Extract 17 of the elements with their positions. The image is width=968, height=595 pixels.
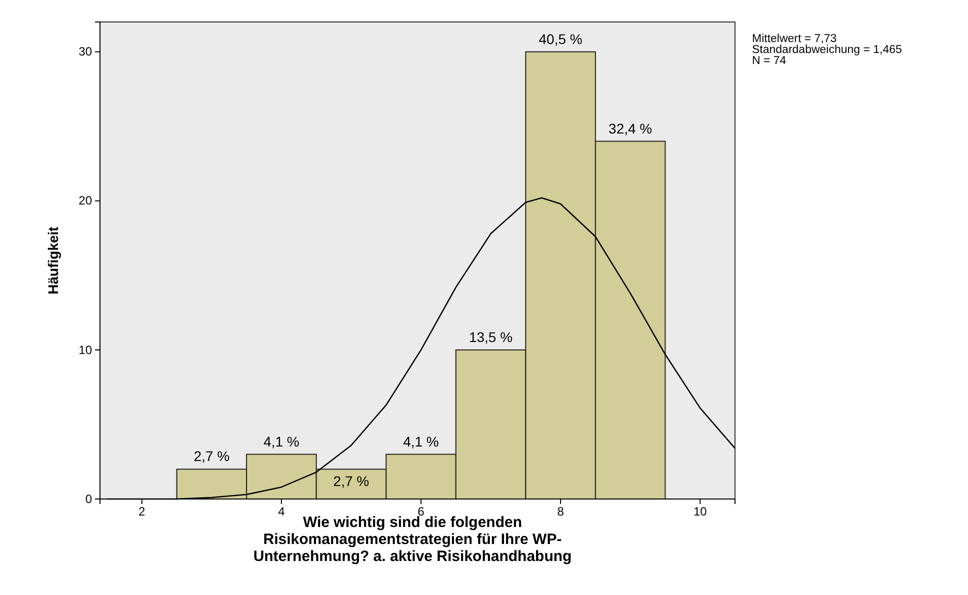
- x-tick-label: 4: [278, 504, 286, 519]
- y-axis-title: Häufigkeit: [45, 226, 61, 294]
- y-tick-label: 20: [78, 194, 92, 208]
- annotation: 40,5 %: [538, 30, 582, 47]
- text: Mittelwert = 7,73 Standardabweichung = 1,465 N = 74: [752, 33, 902, 67]
- annotation: 4,1 %: [403, 433, 439, 450]
- annotation: 32,4 %: [608, 120, 652, 136]
- x-tick-label: 10: [693, 504, 708, 519]
- annotation: 4,1 %: [264, 433, 300, 450]
- y-tick-label: 0: [85, 492, 92, 506]
- x-tick-label: 2: [138, 504, 146, 519]
- annotation: 13,5 %: [468, 328, 513, 345]
- y-tick-label: 30: [78, 44, 92, 59]
- x-tick-label: 8: [557, 504, 564, 519]
- annotation: 2,7 %: [194, 448, 230, 464]
- annotation: 2,7 %: [333, 473, 370, 490]
- y-tick-label: 10: [78, 342, 92, 357]
